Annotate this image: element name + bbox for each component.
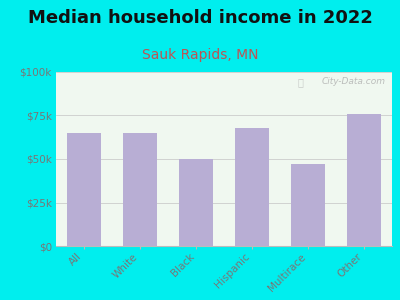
Bar xyxy=(67,133,101,246)
Bar xyxy=(179,159,213,246)
Bar xyxy=(291,164,325,246)
Text: City-Data.com: City-Data.com xyxy=(321,77,385,86)
Text: Sauk Rapids, MN: Sauk Rapids, MN xyxy=(142,48,258,62)
Text: Median household income in 2022: Median household income in 2022 xyxy=(28,9,372,27)
Bar xyxy=(347,114,381,246)
Bar xyxy=(235,128,269,246)
Text: ⌕: ⌕ xyxy=(297,77,303,87)
Bar xyxy=(123,133,157,246)
